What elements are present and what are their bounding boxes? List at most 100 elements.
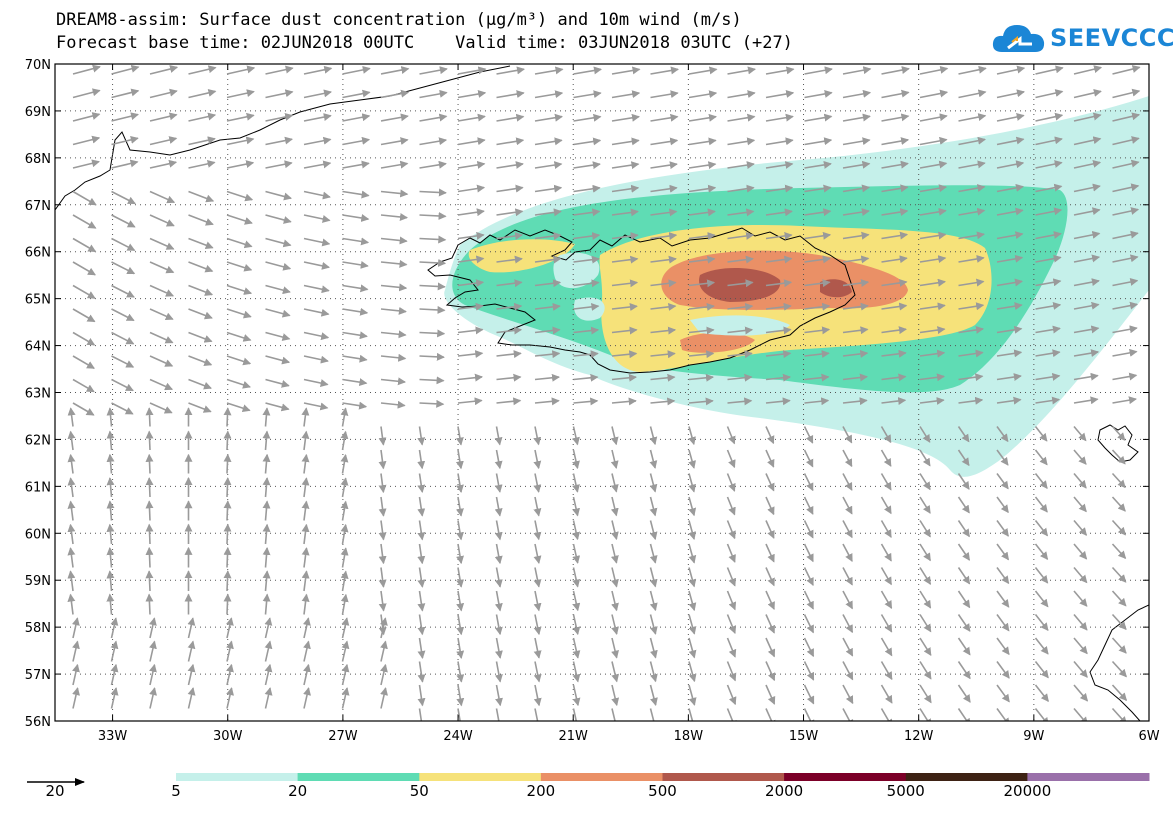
wind-arrow bbox=[342, 378, 368, 387]
wind-arrow bbox=[842, 255, 870, 264]
color-scale-label: 20 bbox=[288, 782, 308, 800]
wind-arrow bbox=[611, 708, 616, 721]
wind-arrow bbox=[1073, 349, 1100, 358]
wind-arrow bbox=[457, 113, 486, 122]
wind-arrow bbox=[996, 520, 1009, 537]
wind-arrow bbox=[188, 88, 217, 99]
wind-arrow bbox=[342, 260, 369, 269]
wind-arrow bbox=[573, 350, 599, 359]
wind-arrow bbox=[456, 684, 465, 707]
wind-arrow bbox=[881, 184, 909, 193]
wind-arrow bbox=[534, 350, 561, 359]
wind-arrow bbox=[264, 663, 273, 686]
color-scale-swatch bbox=[176, 773, 299, 781]
wind-arrow bbox=[765, 449, 775, 468]
wind-arrow bbox=[417, 496, 426, 517]
wind-arrow bbox=[957, 614, 971, 632]
wind-arrow bbox=[419, 329, 446, 338]
wind-arrow bbox=[265, 160, 293, 169]
wind-arrow bbox=[996, 373, 1022, 381]
wind-arrow bbox=[919, 302, 946, 311]
wind-arrow bbox=[380, 330, 407, 339]
wind-arrow bbox=[226, 640, 234, 662]
lat-tick-label: 69N bbox=[25, 105, 51, 120]
wind-arrow bbox=[303, 261, 330, 270]
wind-arrow bbox=[496, 137, 525, 146]
wind-arrow bbox=[996, 278, 1023, 287]
wind-arrow bbox=[303, 89, 332, 99]
wind-arrow bbox=[919, 684, 932, 704]
wind-arrow bbox=[1034, 473, 1048, 489]
wind-arrow bbox=[919, 136, 948, 146]
wind-arrow bbox=[842, 520, 853, 539]
wind-arrow bbox=[688, 567, 697, 588]
wind-arrow bbox=[996, 590, 1010, 608]
wind-arrow bbox=[919, 160, 948, 169]
wind-arrow bbox=[842, 473, 853, 491]
wind-arrow bbox=[1073, 207, 1101, 216]
axis-ticks bbox=[55, 63, 1150, 722]
lon-tick-label: 21W bbox=[559, 729, 589, 744]
wind-arrow bbox=[726, 661, 737, 682]
wind-arrow bbox=[804, 184, 832, 193]
wind-arrow bbox=[919, 326, 946, 335]
wind-arrow bbox=[650, 184, 678, 193]
wind-arrow bbox=[688, 302, 715, 311]
wind-arrow bbox=[611, 66, 641, 75]
wind-arrow bbox=[1073, 396, 1099, 405]
wind-arrow bbox=[495, 684, 503, 707]
wind-arrow bbox=[342, 307, 369, 316]
wind-arrow bbox=[106, 407, 115, 427]
wind-arrow bbox=[1035, 207, 1063, 216]
wind-arrow bbox=[341, 687, 350, 709]
wind-arrow bbox=[188, 65, 217, 75]
wind-arrow bbox=[302, 617, 311, 639]
wind-arrow bbox=[342, 89, 371, 99]
wind-arrow bbox=[842, 426, 853, 444]
lon-tick-label: 33W bbox=[98, 729, 128, 744]
wind-arrow bbox=[649, 614, 658, 635]
wind-arrow bbox=[72, 64, 101, 75]
wind-arrow bbox=[919, 65, 949, 75]
wind-arrow bbox=[688, 373, 714, 382]
wind-arrow bbox=[726, 590, 737, 611]
wind-arrow bbox=[919, 231, 947, 240]
wind-arrow bbox=[880, 543, 892, 562]
wind-arrow bbox=[496, 397, 522, 406]
wind-arrow bbox=[688, 184, 717, 193]
wind-arrow bbox=[688, 326, 715, 335]
wind-arrow bbox=[265, 136, 293, 146]
wind-arrow bbox=[534, 373, 560, 382]
wind-arrow bbox=[1034, 567, 1049, 584]
wind-arrow bbox=[378, 520, 387, 541]
wind-arrow bbox=[380, 283, 408, 292]
wind-arrow bbox=[106, 593, 115, 615]
wind-arrow bbox=[380, 687, 388, 709]
wind-arrow bbox=[881, 137, 910, 146]
wind-arrow bbox=[804, 255, 831, 264]
wind-arrow bbox=[765, 543, 775, 563]
wind-arrow bbox=[842, 567, 853, 586]
wind-arrow bbox=[881, 278, 908, 287]
wind-arrow bbox=[1073, 613, 1088, 631]
wind-arrow bbox=[804, 66, 833, 75]
wind-arrow bbox=[341, 640, 350, 662]
wind-arrow bbox=[765, 184, 794, 193]
wind-arrow bbox=[188, 284, 214, 296]
wind-arrow bbox=[223, 430, 232, 451]
wind-arrow bbox=[842, 113, 871, 122]
wind-arrow bbox=[765, 161, 794, 169]
wind-arrow bbox=[572, 543, 581, 564]
wind-arrow bbox=[419, 258, 447, 267]
dust-level-500 bbox=[699, 267, 781, 302]
wind-arrow bbox=[842, 160, 871, 169]
wind-arrow bbox=[1034, 520, 1049, 537]
wind-arrow bbox=[1073, 684, 1089, 702]
wind-arrow bbox=[573, 208, 601, 217]
wind-arrow bbox=[111, 284, 135, 298]
wind-arrow bbox=[573, 397, 599, 406]
wind-arrow bbox=[188, 402, 212, 413]
wind-arrow bbox=[650, 397, 676, 406]
wind-arrow bbox=[301, 477, 310, 498]
wind-arrow bbox=[996, 325, 1023, 334]
